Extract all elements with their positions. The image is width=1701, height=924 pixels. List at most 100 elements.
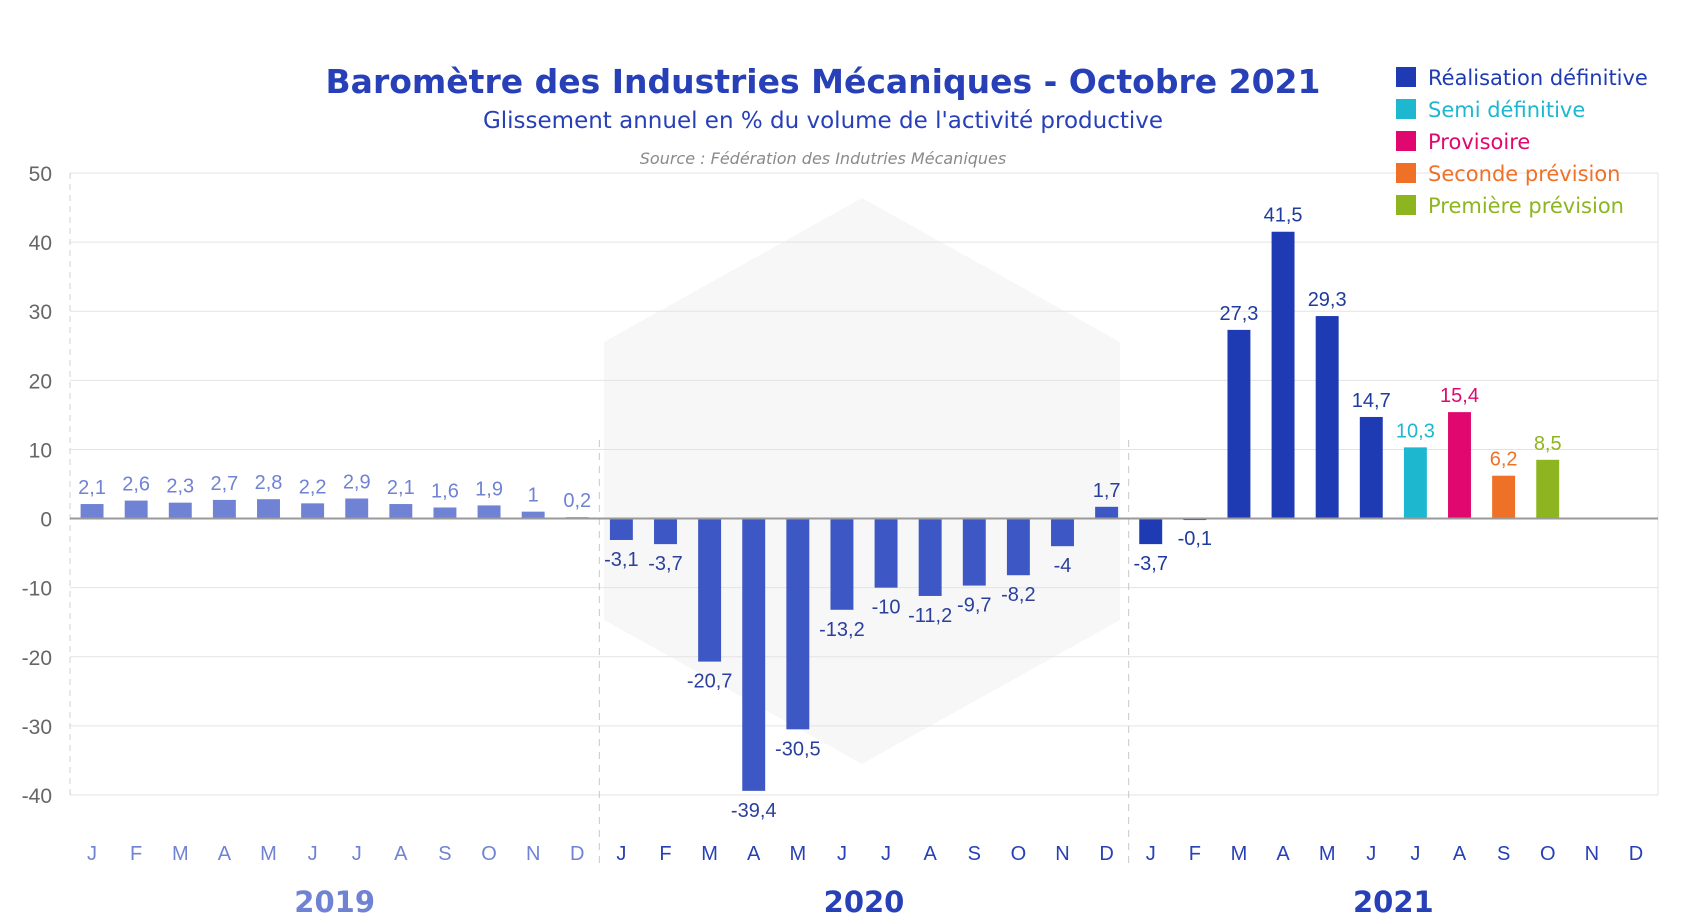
data-label: -3,7 [1133,553,1167,575]
x-tick-label: J [1146,843,1156,865]
x-tick-label: J [837,843,847,865]
data-label: 8,5 [1534,433,1562,455]
bar [1095,506,1119,519]
x-tick-label: D [1629,843,1643,865]
data-label: 2,1 [78,477,106,499]
bar [609,518,633,540]
data-label: -3,1 [604,549,638,571]
x-tick-label: J [308,843,318,865]
data-label: 2,2 [299,476,327,498]
data-label: 1,6 [431,480,459,502]
bar [786,518,810,730]
y-tick-label: 10 [29,439,52,462]
bar [830,518,854,610]
bar [1403,447,1427,519]
bar [477,505,501,519]
data-label: -9,7 [957,595,991,617]
y-tick-label: 0 [40,509,52,532]
chart-title: Baromètre des Industries Mécaniques - Oc… [326,62,1321,101]
x-tick-label: N [526,843,540,865]
x-tick-label: M [789,843,806,865]
x-tick-label: J [1366,843,1376,865]
legend-swatch [1396,67,1416,87]
x-tick-label: M [1231,843,1248,865]
data-label: 41,5 [1264,205,1303,227]
x-tick-label: S [438,843,451,865]
data-label: 10,3 [1396,420,1435,442]
bar [1006,518,1030,576]
year-label: 2020 [824,885,905,919]
data-label: 2,6 [122,474,150,496]
data-label: 15,4 [1440,385,1479,407]
x-tick-label: A [394,843,408,865]
x-tick-label: M [701,843,718,865]
x-tick-label: D [1099,843,1113,865]
y-tick-label: 30 [29,301,52,324]
data-label: 2,7 [210,473,238,495]
bar [257,499,280,519]
y-tick-label: 20 [29,370,52,393]
bar [433,507,457,519]
y-tick-label: 40 [29,232,52,255]
chart-subtitle: Glissement annuel en % du volume de l'ac… [483,108,1163,134]
data-label: -30,5 [775,738,821,760]
chart-source: Source : Fédération des Indutries Mécani… [640,149,1006,168]
legend-swatch [1396,99,1416,119]
data-label: 2,9 [343,472,371,494]
x-tick-label: M [1319,843,1336,865]
x-tick-label: M [260,843,277,865]
data-label: 2,3 [166,476,194,498]
bar [80,504,104,519]
bar [874,518,898,588]
bar [1227,329,1251,519]
bar [698,518,722,662]
x-tick-label: O [1540,843,1556,865]
x-tick-label: J [87,843,97,865]
year-labels: 2019 2020 2021 [294,885,1433,919]
y-axis: 50 40 30 20 10 0 -10 -20 -30 -40 [22,163,52,808]
data-label: 1 [528,485,539,507]
x-tick-label: A [1276,843,1290,865]
legend-swatch [1396,195,1416,215]
x-tick-label: S [968,843,981,865]
bar [962,518,986,586]
x-tick-label: J [616,843,626,865]
data-label: 2,1 [387,477,415,499]
bar [301,503,325,519]
data-label: 6,2 [1490,449,1518,471]
data-label: 2,8 [255,472,283,494]
watermark-logo [604,198,1120,764]
year-dividers [598,440,1130,865]
bars [80,231,1560,791]
x-tick-label: F [659,843,671,865]
data-label: -11,2 [908,605,952,627]
bar [1139,518,1163,545]
x-tick-label: D [570,843,584,865]
legend-label: Semi définitive [1428,98,1585,122]
bar [1271,231,1295,519]
data-label: 14,7 [1352,390,1391,412]
data-label: 0,2 [563,490,591,512]
x-tick-label: O [481,843,497,865]
x-tick-label: J [881,843,891,865]
x-tick-label: M [172,843,189,865]
bar [1051,518,1074,547]
y-tick-label: -20 [22,647,52,670]
legend-label: Réalisation définitive [1428,66,1648,90]
x-tick-label: J [352,843,362,865]
legend-swatch [1396,163,1416,183]
x-tick-label: A [218,843,232,865]
legend-label: Première prévision [1428,194,1624,218]
data-label: 1,9 [475,478,503,500]
x-tick-label: O [1011,843,1027,865]
data-label: 27,3 [1219,303,1258,325]
bar [918,518,942,596]
bar [124,500,148,519]
data-label: -4 [1054,555,1072,577]
data-label: -0,1 [1178,528,1212,550]
x-tick-label: S [1497,843,1510,865]
bar [521,511,545,519]
bar [1536,459,1560,519]
data-label: 29,3 [1308,289,1347,311]
